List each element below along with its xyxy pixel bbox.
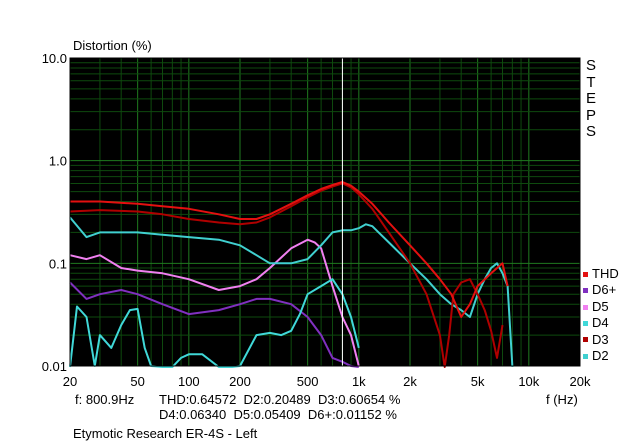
legend-item-d2[interactable]: D2 xyxy=(583,348,619,364)
legend-label: D6+ xyxy=(592,282,617,298)
legend-label: D4 xyxy=(592,315,609,331)
x-tick-label: 500 xyxy=(297,374,319,389)
steps-letter: P xyxy=(585,106,596,124)
steps-letter: E xyxy=(585,90,596,107)
x-tick-labels: 20 50 100 200 500 1k 2k 5k 10k 20k xyxy=(63,374,591,389)
series-line-d2 xyxy=(69,216,514,368)
plot-frame xyxy=(69,57,581,367)
chart-title: Distortion (%) xyxy=(73,38,152,53)
legend-label: D5 xyxy=(592,298,609,314)
series-lines xyxy=(69,181,514,368)
x-axis-label: f (Hz) xyxy=(546,392,578,407)
series-line-d4 xyxy=(69,278,360,368)
plot-background xyxy=(70,58,580,366)
series-line-d3 xyxy=(69,182,504,368)
legend-item-d5[interactable]: D5 xyxy=(583,299,619,315)
legend-label: D2 xyxy=(592,348,609,364)
legend-swatch xyxy=(583,320,588,326)
legend-swatch xyxy=(583,271,588,277)
legend-item-d3[interactable]: D3 xyxy=(583,332,619,348)
x-tick-label: 2k xyxy=(403,374,417,389)
legend-item-d4[interactable]: D4 xyxy=(583,315,619,331)
x-tick-label: 50 xyxy=(130,374,144,389)
series-line-thd xyxy=(70,181,509,318)
steps-letter: T xyxy=(586,73,596,91)
legend-swatch xyxy=(583,304,588,310)
y-tick-label: 10.0 xyxy=(42,51,67,66)
steps-letter: S xyxy=(585,123,596,140)
distortion-readout-line2: D4:0.06340 D5:0.05409 D6+:0.01152 % xyxy=(159,407,397,422)
legend: THD D6+ D5 D4 D3 D2 xyxy=(583,266,619,364)
cursor-frequency-readout: f: 800.9Hz xyxy=(75,392,135,407)
y-tick-label: 1.0 xyxy=(49,154,67,169)
x-tick-label: 100 xyxy=(178,374,200,389)
legend-swatch xyxy=(583,337,588,343)
y-tick-labels: 10.0 1.0 0.1 0.01 xyxy=(42,51,67,374)
legend-item-thd[interactable]: THD xyxy=(583,266,619,282)
legend-item-d6plus[interactable]: D6+ xyxy=(583,282,619,298)
legend-label: D3 xyxy=(592,331,609,347)
steps-vertical-label: S T E P S xyxy=(584,57,598,141)
x-tick-label: 200 xyxy=(229,374,251,389)
x-tick-label: 1k xyxy=(352,374,366,389)
distortion-readout-line1: THD:0.64572 D2:0.20489 D3:0.60654 % xyxy=(159,392,401,407)
legend-swatch xyxy=(583,353,588,359)
y-tick-label: 0.01 xyxy=(42,359,67,374)
device-name-footer: Etymotic Research ER-4S - Left xyxy=(73,426,258,441)
legend-label: THD xyxy=(592,266,619,281)
x-tick-label: 10k xyxy=(518,374,539,389)
legend-swatch xyxy=(583,288,588,294)
series-line-d6plus xyxy=(69,281,359,368)
steps-letter: S xyxy=(585,57,596,74)
x-tick-label: 5k xyxy=(471,374,485,389)
series-line-d5 xyxy=(69,238,360,367)
grid-lines xyxy=(69,58,581,367)
x-tick-label: 20k xyxy=(570,374,591,389)
x-tick-label: 20 xyxy=(63,374,77,389)
y-tick-label: 0.1 xyxy=(49,256,67,271)
